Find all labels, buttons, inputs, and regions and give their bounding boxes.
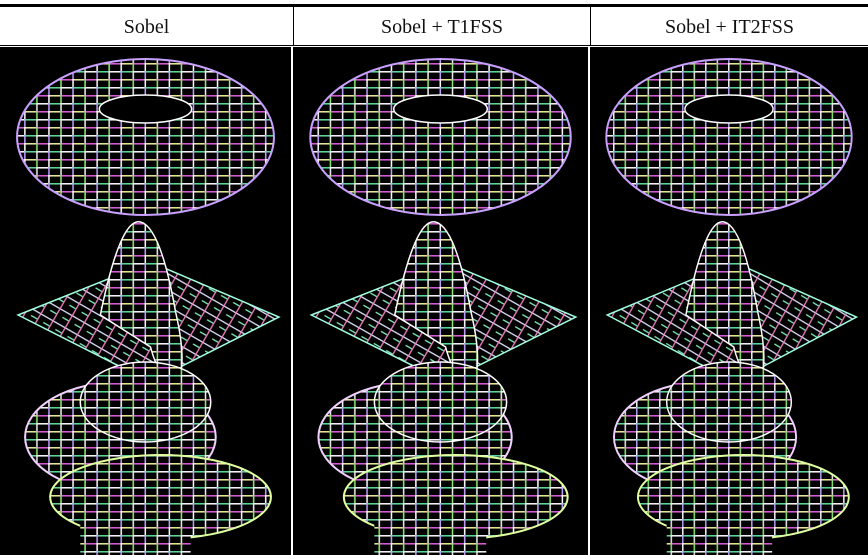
header-row: Sobel Sobel + T1FSS Sobel + IT2FSS	[0, 7, 868, 46]
image-row	[0, 47, 868, 555]
column-header: Sobel + T1FSS	[293, 7, 590, 45]
result-image	[293, 47, 588, 555]
figure: Sobel Sobel + T1FSS Sobel + IT2FSS	[0, 0, 868, 555]
result-image	[0, 47, 291, 555]
column-header: Sobel	[0, 7, 293, 45]
result-image	[590, 47, 868, 555]
column-header: Sobel + IT2FSS	[590, 7, 868, 45]
